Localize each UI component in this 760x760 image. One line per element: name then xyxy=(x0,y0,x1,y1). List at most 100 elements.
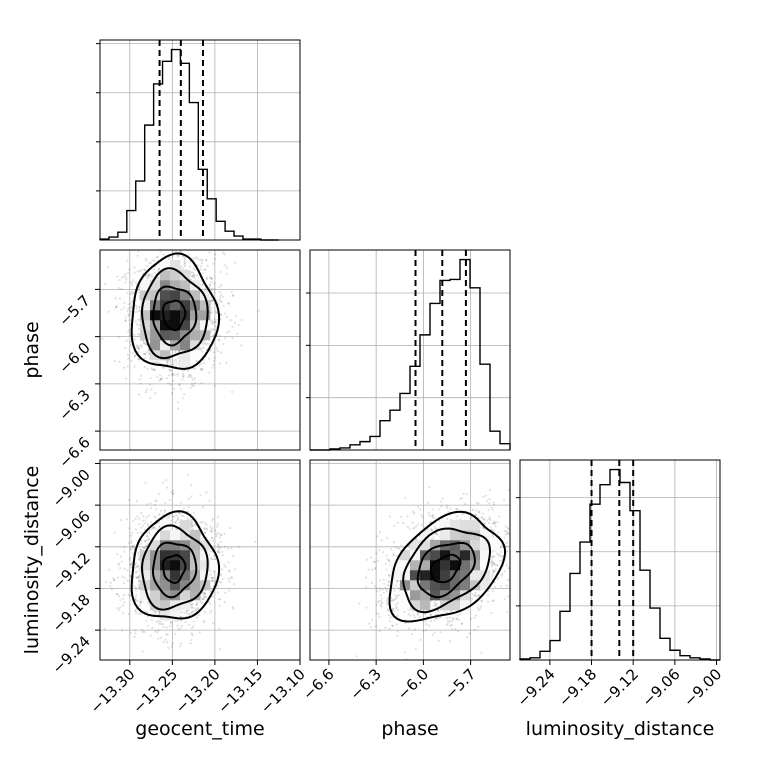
sample-point xyxy=(183,393,186,396)
sample-point xyxy=(170,621,173,624)
sample-point xyxy=(172,379,175,382)
sample-point xyxy=(193,276,196,279)
sample-point xyxy=(210,576,213,580)
sample-point xyxy=(135,307,138,310)
sample-point xyxy=(136,599,139,602)
sample-point xyxy=(140,526,143,529)
panel-content xyxy=(100,241,300,450)
sample-point xyxy=(131,281,134,285)
sample-point xyxy=(154,392,157,395)
sample-point xyxy=(148,261,151,265)
sample-point xyxy=(190,626,193,630)
sample-point xyxy=(227,547,230,550)
sample-point xyxy=(221,568,224,571)
sample-point xyxy=(213,318,216,321)
sample-point xyxy=(136,576,139,579)
sample-point xyxy=(214,253,217,256)
sample-point xyxy=(132,584,136,588)
sample-point xyxy=(223,532,226,536)
density-cell xyxy=(190,590,201,601)
sample-point xyxy=(145,534,149,537)
sample-point xyxy=(228,580,231,583)
sample-point xyxy=(153,368,157,371)
sample-point xyxy=(140,344,143,347)
sample-point xyxy=(140,542,143,545)
sample-point xyxy=(142,342,145,345)
sample-point xyxy=(117,287,120,290)
sample-point xyxy=(130,545,133,548)
sample-point xyxy=(202,340,205,343)
sample-point xyxy=(148,383,152,386)
panel-frame xyxy=(309,249,511,451)
density-cell xyxy=(170,280,181,291)
sample-point xyxy=(142,524,145,527)
sample-point xyxy=(191,378,194,381)
density-cell xyxy=(190,530,201,541)
sample-point xyxy=(140,531,143,534)
sample-point xyxy=(139,601,142,604)
sample-point xyxy=(131,290,134,293)
sample-point xyxy=(168,515,171,518)
sample-point xyxy=(217,546,221,549)
sample-point xyxy=(129,303,133,306)
sample-point xyxy=(199,494,202,497)
sample-point xyxy=(147,274,150,277)
sample-point xyxy=(214,529,217,532)
density-cell xyxy=(160,260,171,271)
sample-point xyxy=(198,241,200,243)
sample-point xyxy=(148,247,150,249)
sample-point xyxy=(141,601,144,604)
sample-point xyxy=(137,558,140,561)
sample-point xyxy=(143,610,146,613)
panel-frame xyxy=(519,459,721,661)
sample-point xyxy=(201,505,205,508)
sample-point xyxy=(133,338,136,341)
sample-point xyxy=(187,473,190,476)
density-cell xyxy=(160,600,171,611)
sample-point xyxy=(191,524,194,527)
sample-point xyxy=(156,256,159,259)
sample-point xyxy=(140,374,143,377)
sample-point xyxy=(130,542,133,545)
sample-point xyxy=(175,519,179,522)
sample-point xyxy=(211,579,214,582)
sample-point xyxy=(183,611,186,614)
sample-point xyxy=(223,545,226,548)
sample-point xyxy=(179,627,182,630)
density-cell xyxy=(140,560,151,571)
sample-point xyxy=(177,628,180,631)
sample-point xyxy=(135,589,138,592)
sample-point xyxy=(177,254,180,257)
density-cell xyxy=(160,540,171,551)
sample-point xyxy=(221,577,224,581)
sample-point xyxy=(202,346,205,349)
sample-point xyxy=(208,499,211,502)
sample-point xyxy=(169,363,172,366)
sample-point xyxy=(172,489,175,492)
sample-point xyxy=(146,367,149,370)
density-cell xyxy=(160,270,171,281)
sample-point xyxy=(170,372,173,375)
sample-point xyxy=(213,384,216,387)
sample-point xyxy=(240,344,243,347)
sample-point xyxy=(210,306,213,309)
sample-point xyxy=(172,515,176,519)
sample-point xyxy=(225,266,229,269)
sample-point xyxy=(153,503,157,506)
sample-point xyxy=(167,382,170,385)
sample-point xyxy=(134,528,137,531)
sample-point xyxy=(217,584,220,587)
sample-point xyxy=(231,390,234,394)
sample-point xyxy=(119,555,122,558)
sample-point xyxy=(125,278,128,281)
sample-point xyxy=(139,601,142,604)
sample-point xyxy=(173,373,176,376)
sample-point xyxy=(133,635,136,638)
sample-point xyxy=(146,523,149,526)
sample-point xyxy=(235,315,238,318)
sample-point xyxy=(109,585,112,588)
sample-point xyxy=(201,272,204,275)
density-cell xyxy=(170,560,181,571)
sample-point xyxy=(229,319,232,322)
sample-point xyxy=(143,366,146,369)
